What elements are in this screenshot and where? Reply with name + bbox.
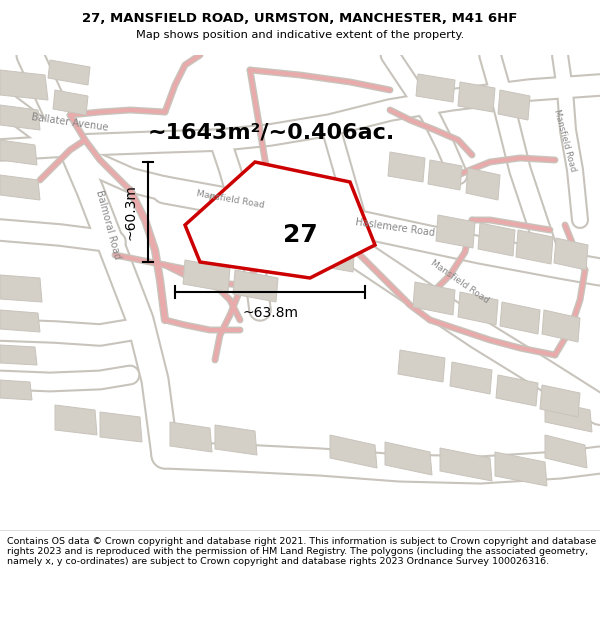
Polygon shape (183, 260, 230, 292)
Polygon shape (55, 405, 97, 435)
Polygon shape (398, 350, 445, 382)
Polygon shape (185, 162, 375, 278)
Polygon shape (516, 230, 553, 264)
Text: ~60.3m: ~60.3m (124, 184, 138, 240)
Polygon shape (208, 195, 255, 225)
Polygon shape (233, 270, 278, 302)
Text: Map shows position and indicative extent of the property.: Map shows position and indicative extent… (136, 29, 464, 39)
Polygon shape (540, 385, 580, 417)
Polygon shape (416, 74, 455, 102)
Text: Contains OS data © Crown copyright and database right 2021. This information is : Contains OS data © Crown copyright and d… (7, 537, 596, 566)
Polygon shape (500, 302, 540, 334)
Polygon shape (458, 292, 498, 325)
Polygon shape (53, 90, 88, 115)
Polygon shape (413, 282, 455, 315)
Polygon shape (215, 425, 257, 455)
Polygon shape (554, 238, 588, 270)
Polygon shape (478, 223, 515, 256)
Text: Mansfield Road: Mansfield Road (429, 259, 491, 306)
Polygon shape (498, 90, 530, 120)
Polygon shape (545, 435, 587, 468)
Polygon shape (0, 140, 37, 165)
Polygon shape (545, 400, 592, 432)
Text: Ballater Avenue: Ballater Avenue (31, 112, 109, 132)
Polygon shape (0, 380, 32, 400)
Polygon shape (0, 310, 40, 332)
Polygon shape (428, 160, 462, 190)
Polygon shape (0, 345, 37, 365)
Polygon shape (385, 442, 432, 475)
Text: 27: 27 (283, 223, 317, 247)
Polygon shape (170, 422, 212, 452)
Polygon shape (0, 175, 40, 200)
Polygon shape (388, 152, 425, 182)
Polygon shape (458, 82, 495, 112)
Polygon shape (0, 275, 42, 302)
Polygon shape (0, 105, 40, 130)
Text: Mansfield Road: Mansfield Road (553, 107, 578, 172)
Text: Mansfield Road: Mansfield Road (195, 189, 265, 211)
Polygon shape (48, 60, 90, 85)
Polygon shape (542, 310, 580, 342)
Polygon shape (308, 232, 355, 272)
Polygon shape (495, 452, 547, 486)
Text: ~63.8m: ~63.8m (242, 306, 298, 320)
Polygon shape (450, 362, 492, 394)
Polygon shape (440, 448, 492, 481)
Text: ~1643m²/~0.406ac.: ~1643m²/~0.406ac. (148, 122, 395, 142)
Polygon shape (436, 215, 475, 248)
Text: Balmoral Road: Balmoral Road (94, 189, 122, 261)
Text: 27, MANSFIELD ROAD, URMSTON, MANCHESTER, M41 6HF: 27, MANSFIELD ROAD, URMSTON, MANCHESTER,… (82, 12, 518, 25)
Polygon shape (0, 70, 48, 100)
Polygon shape (100, 412, 142, 442)
Text: Haslemere Road: Haslemere Road (355, 217, 436, 239)
Polygon shape (466, 168, 500, 200)
Polygon shape (496, 375, 538, 406)
Polygon shape (330, 435, 377, 468)
